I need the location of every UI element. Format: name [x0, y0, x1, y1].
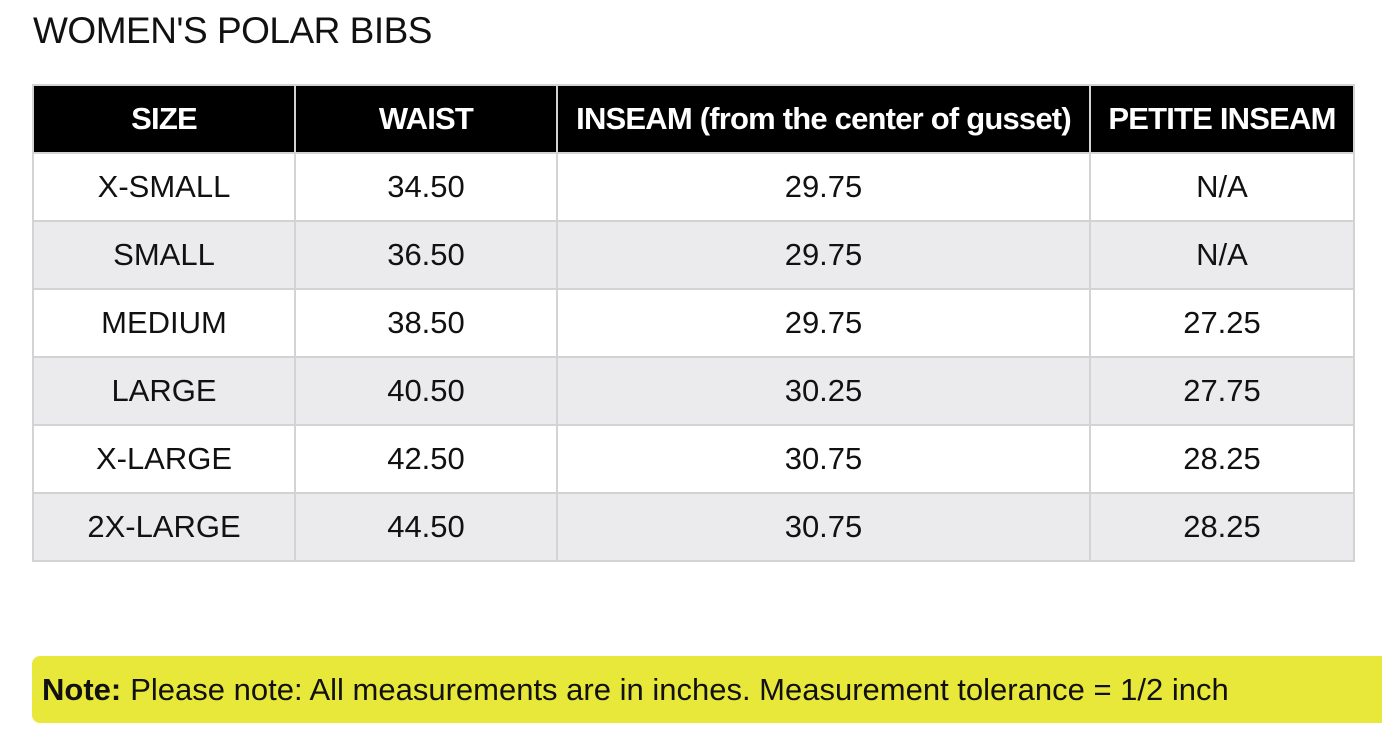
cell-inseam: 29.75 [556, 220, 1091, 290]
table-row: LARGE 40.50 30.25 27.75 [32, 356, 1355, 426]
cell-inseam: 29.75 [556, 288, 1091, 358]
cell-waist: 36.50 [294, 220, 558, 290]
cell-petite-inseam: 27.75 [1089, 356, 1355, 426]
header-waist: WAIST [294, 84, 558, 154]
cell-waist: 34.50 [294, 152, 558, 222]
cell-size: SMALL [32, 220, 296, 290]
cell-petite-inseam: N/A [1089, 220, 1355, 290]
cell-petite-inseam: 28.25 [1089, 492, 1355, 562]
table-row: X-LARGE 42.50 30.75 28.25 [32, 424, 1355, 494]
cell-size: LARGE [32, 356, 296, 426]
table-row: 2X-LARGE 44.50 30.75 28.25 [32, 492, 1355, 562]
size-table: SIZE WAIST INSEAM (from the center of gu… [32, 84, 1355, 562]
cell-inseam: 30.25 [556, 356, 1091, 426]
cell-size: 2X-LARGE [32, 492, 296, 562]
table-header-row: SIZE WAIST INSEAM (from the center of gu… [32, 84, 1355, 154]
cell-petite-inseam: N/A [1089, 152, 1355, 222]
cell-petite-inseam: 28.25 [1089, 424, 1355, 494]
cell-waist: 38.50 [294, 288, 558, 358]
table-row: SMALL 36.50 29.75 N/A [32, 220, 1355, 290]
cell-petite-inseam: 27.25 [1089, 288, 1355, 358]
cell-inseam: 30.75 [556, 424, 1091, 494]
header-size: SIZE [32, 84, 296, 154]
table-row: X-SMALL 34.50 29.75 N/A [32, 152, 1355, 222]
cell-waist: 44.50 [294, 492, 558, 562]
cell-inseam: 30.75 [556, 492, 1091, 562]
cell-inseam: 29.75 [556, 152, 1091, 222]
cell-waist: 40.50 [294, 356, 558, 426]
cell-waist: 42.50 [294, 424, 558, 494]
note-label: Note: [42, 671, 122, 707]
table-row: MEDIUM 38.50 29.75 27.25 [32, 288, 1355, 358]
note-text: Please note: All measurements are in inc… [130, 671, 1229, 707]
header-inseam: INSEAM (from the center of gusset) [556, 84, 1091, 154]
cell-size: X-LARGE [32, 424, 296, 494]
cell-size: X-SMALL [32, 152, 296, 222]
header-petite-inseam: PETITE INSEAM [1089, 84, 1355, 154]
cell-size: MEDIUM [32, 288, 296, 358]
page-title: WOMEN'S POLAR BIBS [33, 10, 432, 51]
note-banner: Note: Please note: All measurements are … [32, 656, 1382, 723]
